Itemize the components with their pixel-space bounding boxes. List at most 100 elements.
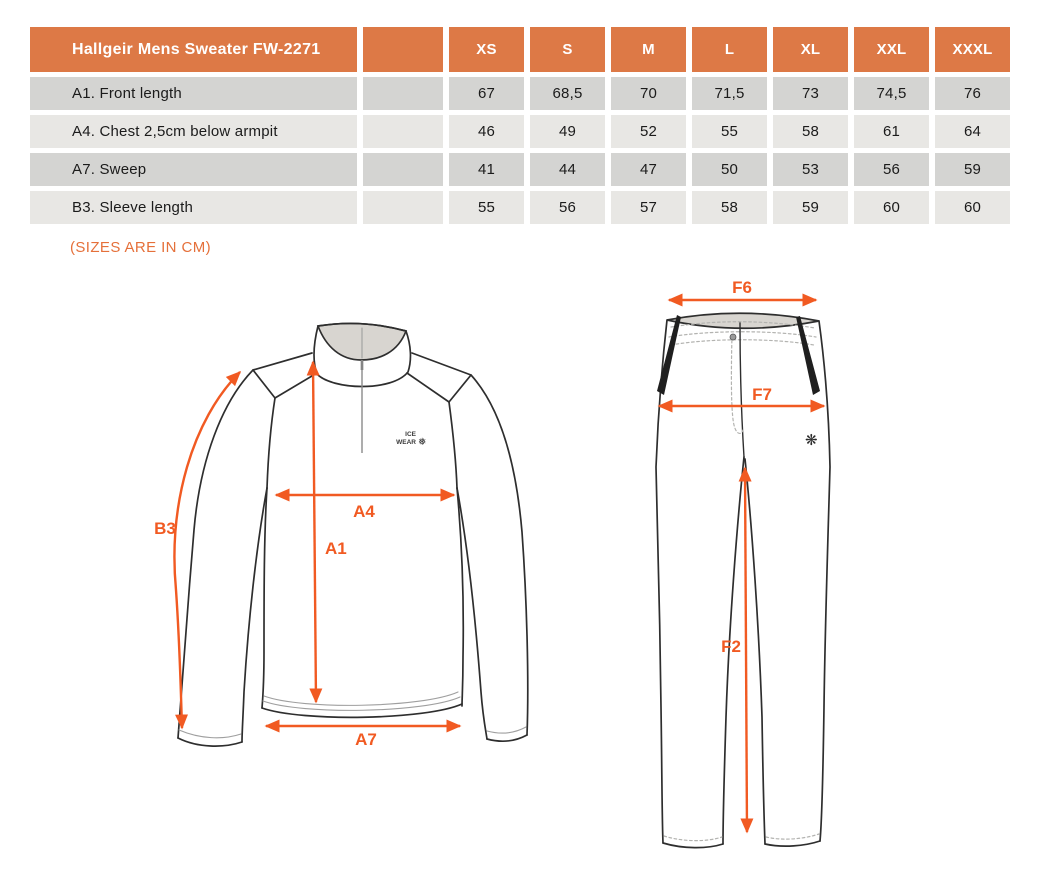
- f2-label: F2: [721, 637, 741, 656]
- left-cuff: [177, 737, 243, 747]
- row-spacer-cell: [363, 77, 443, 110]
- size-column-xl: XL: [773, 27, 848, 72]
- snowflake-icon: ❅: [418, 437, 426, 448]
- row-spacer-cell: [363, 191, 443, 224]
- right-inseam: [744, 458, 766, 845]
- a4-label: A4: [353, 502, 375, 521]
- row-spacer-cell: [363, 153, 443, 186]
- value-cell: 49: [530, 115, 605, 148]
- size-column-s: S: [530, 27, 605, 72]
- row-label-chest: A4. Chest 2,5cm below armpit: [30, 115, 357, 148]
- value-cell: 61: [854, 115, 929, 148]
- value-cell: 70: [611, 77, 686, 110]
- right-sleeve-outer: [470, 374, 529, 736]
- header-spacer-cell: [363, 27, 443, 72]
- a1-label: A1: [325, 539, 347, 558]
- left-inseam: [722, 456, 745, 845]
- right-hem-stitch: [765, 833, 820, 840]
- table-title: Hallgeir Mens Sweater FW-2271: [30, 27, 357, 72]
- right-cuff: [486, 734, 528, 742]
- body-left-edge: [261, 487, 268, 709]
- waistband-stitch-1: [668, 331, 817, 338]
- size-column-xxxl: XXXL: [935, 27, 1010, 72]
- size-column-xxl: XXL: [854, 27, 929, 72]
- sweater-measurements: B3 A4 A1 A7: [154, 360, 462, 749]
- body-right-edge: [456, 487, 465, 707]
- a1-arrow: [306, 360, 323, 704]
- row-label-sleeve-length: B3. Sleeve length: [30, 191, 357, 224]
- value-cell: 68,5: [530, 77, 605, 110]
- b3-arrow: [173, 370, 242, 730]
- waist-button: [729, 333, 737, 341]
- right-outer-seam: [818, 320, 831, 842]
- value-cell: 50: [692, 153, 767, 186]
- f6-label: F6: [732, 278, 752, 297]
- left-sleeve-inner: [241, 487, 268, 743]
- row-spacer-cell: [363, 115, 443, 148]
- right-shoulder-panel: [406, 352, 472, 403]
- hem: [261, 703, 463, 719]
- value-cell: 47: [611, 153, 686, 186]
- value-cell: 76: [935, 77, 1010, 110]
- value-cell: 59: [935, 153, 1010, 186]
- a7-label: A7: [355, 730, 377, 749]
- right-leg-hem: [764, 840, 821, 847]
- value-cell: 55: [692, 115, 767, 148]
- value-cell: 56: [854, 153, 929, 186]
- value-cell: 55: [449, 191, 524, 224]
- units-note: (SIZES ARE IN CM): [70, 239, 211, 256]
- value-cell: 71,5: [692, 77, 767, 110]
- value-cell: 59: [773, 191, 848, 224]
- logo-text-line2: WEAR: [396, 439, 416, 446]
- f7-label: F7: [752, 385, 772, 404]
- logo-text-line1: ICE: [405, 431, 417, 438]
- value-cell: 56: [530, 191, 605, 224]
- sweater-diagram: ICE WEAR ❅ B3 A4 A1 A7: [154, 322, 529, 749]
- snowflake-icon: ❋: [805, 432, 818, 449]
- value-cell: 58: [773, 115, 848, 148]
- left-hem-stitch: [663, 835, 723, 842]
- value-cell: 73: [773, 77, 848, 110]
- left-outer-seam: [655, 319, 668, 844]
- fly-seam: [739, 322, 745, 458]
- left-raglan-seam: [266, 397, 276, 489]
- ice-wear-logo: ICE WEAR ❅: [396, 431, 426, 448]
- value-cell: 67: [449, 77, 524, 110]
- size-table: Hallgeir Mens Sweater FW-2271 XS S M L X…: [30, 27, 1010, 224]
- left-cuff-stitch: [178, 729, 242, 739]
- value-cell: 41: [449, 153, 524, 186]
- hem-stitch-1: [262, 696, 461, 711]
- right-raglan-seam: [448, 401, 458, 489]
- value-cell: 46: [449, 115, 524, 148]
- b3-label: B3: [154, 519, 176, 538]
- fly-stitch: [730, 334, 744, 435]
- left-pocket-opening: [657, 315, 681, 395]
- pants-diagram: ❋ F6 F7 F2: [655, 278, 831, 849]
- size-column-xs: XS: [449, 27, 524, 72]
- value-cell: 53: [773, 153, 848, 186]
- row-label-sweep: A7. Sweep: [30, 153, 357, 186]
- value-cell: 57: [611, 191, 686, 224]
- value-cell: 60: [935, 191, 1010, 224]
- left-shoulder-panel: [252, 352, 318, 399]
- hem-stitch-2: [263, 691, 459, 706]
- right-cuff-stitch: [486, 726, 527, 734]
- right-sleeve-inner: [456, 487, 488, 740]
- row-label-front-length: A1. Front length: [30, 77, 357, 110]
- value-cell: 44: [530, 153, 605, 186]
- sweater-outline: [177, 322, 529, 747]
- value-cell: 74,5: [854, 77, 929, 110]
- waistband-stitch-2: [670, 339, 815, 346]
- f2-arrow: [738, 466, 754, 834]
- value-cell: 52: [611, 115, 686, 148]
- value-cell: 58: [692, 191, 767, 224]
- waist-opening: [666, 312, 820, 330]
- pants-outline: [655, 312, 831, 849]
- left-leg-hem: [662, 842, 724, 849]
- size-column-l: L: [692, 27, 767, 72]
- value-cell: 60: [854, 191, 929, 224]
- size-column-m: M: [611, 27, 686, 72]
- pants-measurements: F6 F7 F2: [657, 278, 826, 834]
- left-sleeve-outer: [177, 369, 254, 739]
- right-pocket-opening: [796, 316, 820, 395]
